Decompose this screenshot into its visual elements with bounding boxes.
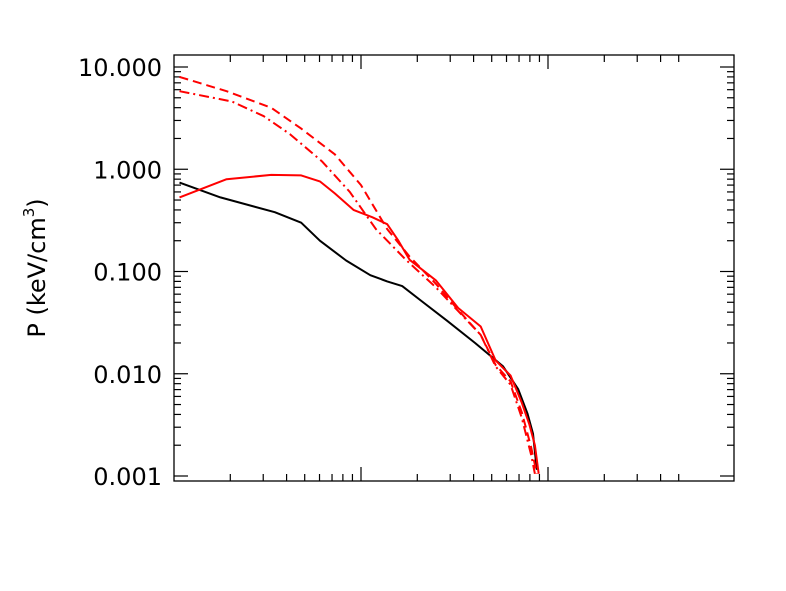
axis-ticks [174, 55, 734, 481]
y-tick-label: 0.001 [93, 463, 162, 491]
series-line-solid-red [179, 173, 540, 474]
series-layer [179, 75, 540, 475]
series-line-solid-black [179, 181, 538, 470]
y-tick-label: 0.010 [93, 361, 162, 389]
y-tick-label: 1.000 [93, 156, 162, 184]
y-axis-label: P (keV/cm3) [20, 198, 51, 337]
plot-frame [173, 54, 735, 482]
series-line-dashdot-red [179, 90, 536, 474]
y-axis-label-main: P (keV/cm [23, 217, 51, 337]
y-tick-label: 0.100 [93, 259, 162, 287]
y-tick-labels: 10.000 1.000 0.100 0.010 0.001 [78, 54, 162, 491]
series-line-dashed-red [179, 75, 538, 475]
y-axis-label-close: ) [23, 198, 51, 207]
y-tick-label: 10.000 [78, 54, 162, 82]
y-axis-label-superscript: 3 [20, 208, 38, 218]
